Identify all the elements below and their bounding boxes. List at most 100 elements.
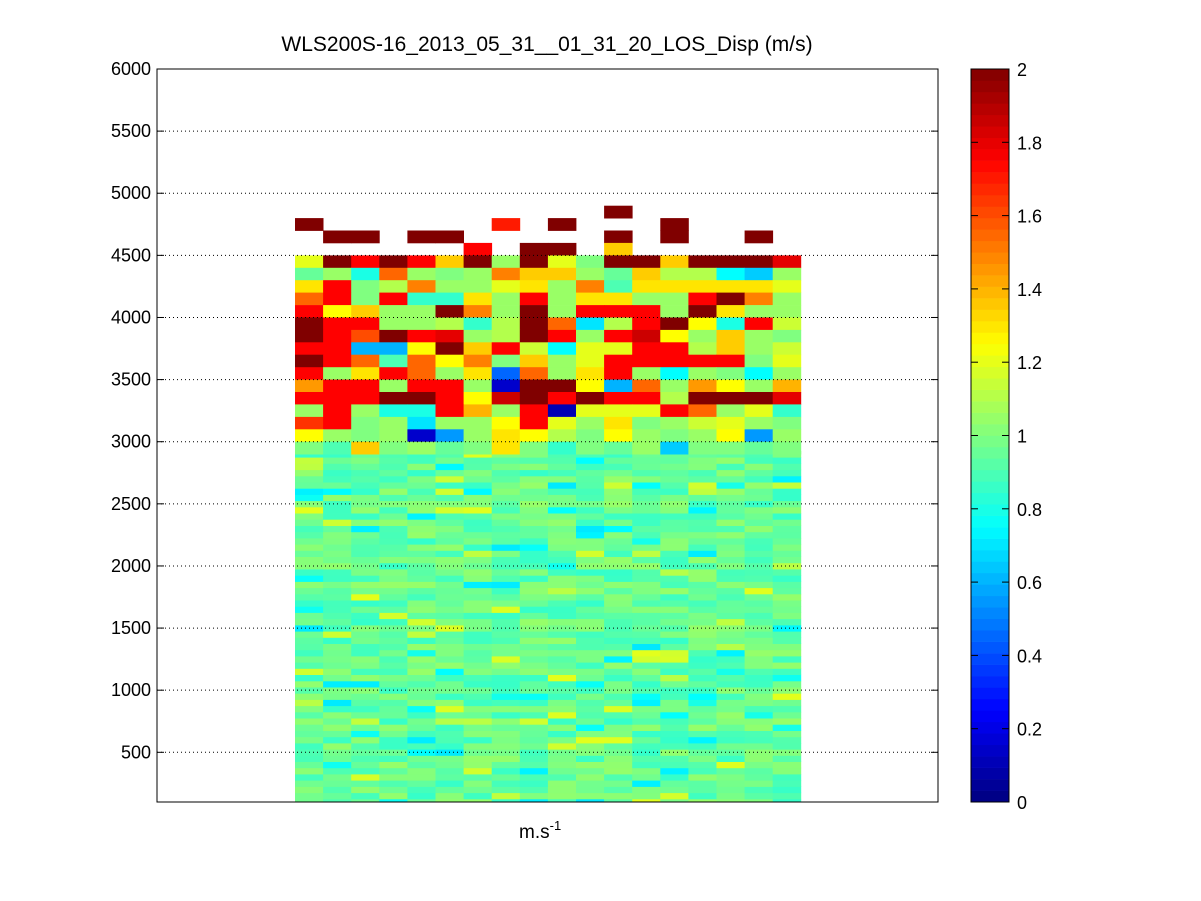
- heatmap-cell: [463, 550, 493, 557]
- heatmap-cell: [519, 755, 549, 762]
- heatmap-cell: [351, 506, 380, 514]
- heatmap-cell: [716, 724, 745, 731]
- heatmap-cell: [435, 544, 464, 551]
- heatmap-cell: [323, 416, 352, 430]
- heatmap-cell: [435, 711, 464, 719]
- heatmap-cell: [351, 538, 380, 545]
- heatmap-cell: [491, 774, 521, 781]
- heatmap-cell: [435, 761, 464, 769]
- heatmap-cell: [491, 550, 521, 557]
- heatmap-cell: [491, 494, 521, 502]
- heatmap-cell: [435, 724, 464, 731]
- heatmap-cell: [744, 525, 774, 533]
- heatmap-cell: [351, 354, 380, 368]
- heatmap-cell: [716, 674, 745, 682]
- heatmap-cell: [604, 506, 633, 514]
- heatmap-cell: [716, 780, 745, 787]
- heatmap-cell: [632, 488, 661, 495]
- heatmap-cell: [576, 317, 605, 331]
- heatmap-cell: [519, 488, 549, 495]
- heatmap-cell: [547, 631, 577, 638]
- heatmap-cell: [519, 463, 549, 471]
- heatmap-cell: [744, 488, 774, 495]
- heatmap-cell: [351, 705, 380, 713]
- heatmap-cell: [435, 774, 464, 781]
- colorbar-ticks: 0 0.2 0.4 0.6 0.8 1 1.2 1.4 1.6 1.8 2: [971, 60, 1042, 813]
- heatmap-cell: [295, 342, 324, 356]
- heatmap-cell: [716, 718, 745, 725]
- heatmap-cell: [716, 544, 745, 551]
- heatmap-cell: [351, 305, 380, 318]
- heatmap-cell: [379, 656, 408, 663]
- heatmap-cell: [351, 693, 380, 700]
- heatmap-cell: [632, 705, 661, 713]
- heatmap-cell: [519, 618, 549, 626]
- heatmap-cell: [351, 600, 380, 607]
- heatmap-cell: [660, 457, 689, 464]
- heatmap-cell: [407, 494, 436, 502]
- heatmap-cell: [351, 488, 380, 495]
- heatmap-cell: [688, 463, 717, 471]
- heatmap-cell: [547, 774, 577, 781]
- heatmap-cell: [435, 404, 464, 418]
- heatmap-cell: [295, 780, 324, 787]
- heatmap-cell: [463, 569, 493, 576]
- heatmap-cell: [772, 392, 802, 405]
- heatmap-cell: [407, 674, 436, 682]
- heatmap-cell: [519, 457, 549, 464]
- heatmap-cell: [519, 743, 549, 750]
- heatmap-cell: [519, 525, 549, 533]
- heatmap-cell: [407, 475, 436, 483]
- heatmap-cell: [744, 711, 774, 719]
- heatmap-cell: [323, 581, 352, 589]
- heatmap-cell: [435, 525, 464, 533]
- heatmap-cell: [295, 218, 324, 231]
- heatmap-cell: [463, 280, 493, 293]
- heatmap-cell: [660, 618, 689, 626]
- heatmap-cell: [632, 562, 661, 570]
- heatmap-cell: [632, 569, 661, 576]
- heatmap-cell: [604, 575, 633, 582]
- heatmap-cell: [435, 668, 464, 675]
- heatmap-cell: [463, 656, 493, 663]
- heatmap-cell: [604, 463, 633, 471]
- heatmap-cell: [772, 593, 802, 601]
- heatmap-cell: [660, 780, 689, 787]
- heatmap-cell: [604, 656, 633, 663]
- heatmap-cell: [632, 469, 661, 477]
- heatmap-cell: [604, 544, 633, 551]
- heatmap-cell: [772, 494, 802, 502]
- colorbar-band: [971, 320, 1009, 333]
- colorbar-band: [971, 160, 1009, 173]
- heatmap-cell: [716, 292, 745, 306]
- heatmap-cell: [351, 441, 380, 455]
- heatmap-cell: [604, 743, 633, 750]
- heatmap-cell: [519, 593, 549, 601]
- colorbar-band: [971, 664, 1009, 677]
- heatmap-cell: [323, 550, 352, 557]
- heatmap-cell: [547, 404, 577, 418]
- heatmap-cell: [491, 469, 521, 477]
- heatmap-cell: [772, 379, 802, 393]
- heatmap-cell: [379, 342, 408, 356]
- heatmap-cell: [744, 531, 774, 539]
- heatmap-cell: [716, 569, 745, 576]
- heatmap-cell: [407, 317, 436, 331]
- heatmap-cell: [407, 792, 436, 800]
- heatmap-cell: [772, 668, 802, 675]
- heatmap-cell: [772, 780, 802, 787]
- colorbar-tick-label: 1.6: [1017, 207, 1042, 227]
- heatmap-cell: [604, 749, 633, 756]
- heatmap-cell: [576, 711, 605, 719]
- heatmap-cell: [435, 367, 464, 380]
- heatmap-cell: [688, 618, 717, 626]
- heatmap-cell: [379, 761, 408, 769]
- heatmap-cell: [351, 544, 380, 551]
- heatmap-cell: [660, 581, 689, 589]
- heatmap-cell: [632, 786, 661, 794]
- y-tick-label: 500: [121, 742, 151, 762]
- colorbar-band: [971, 527, 1009, 539]
- heatmap-cell: [379, 494, 408, 502]
- heatmap-cell: [547, 786, 577, 794]
- y-tick-label: 5500: [111, 121, 151, 141]
